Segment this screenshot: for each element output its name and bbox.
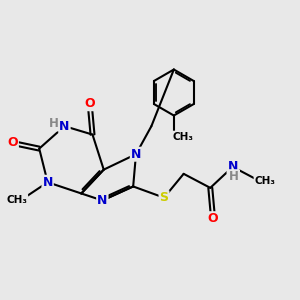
Text: O: O xyxy=(208,212,218,225)
Text: H: H xyxy=(49,117,59,130)
Text: O: O xyxy=(7,136,18,149)
Text: CH₃: CH₃ xyxy=(172,131,193,142)
Text: N: N xyxy=(43,176,53,189)
Text: N: N xyxy=(97,194,107,207)
Text: N: N xyxy=(131,148,141,161)
Text: H: H xyxy=(229,170,239,183)
Text: O: O xyxy=(84,97,95,110)
Text: CH₃: CH₃ xyxy=(6,195,27,205)
Text: CH₃: CH₃ xyxy=(254,176,275,186)
Text: N: N xyxy=(227,160,238,173)
Text: N: N xyxy=(59,120,70,133)
Text: S: S xyxy=(160,191,169,204)
